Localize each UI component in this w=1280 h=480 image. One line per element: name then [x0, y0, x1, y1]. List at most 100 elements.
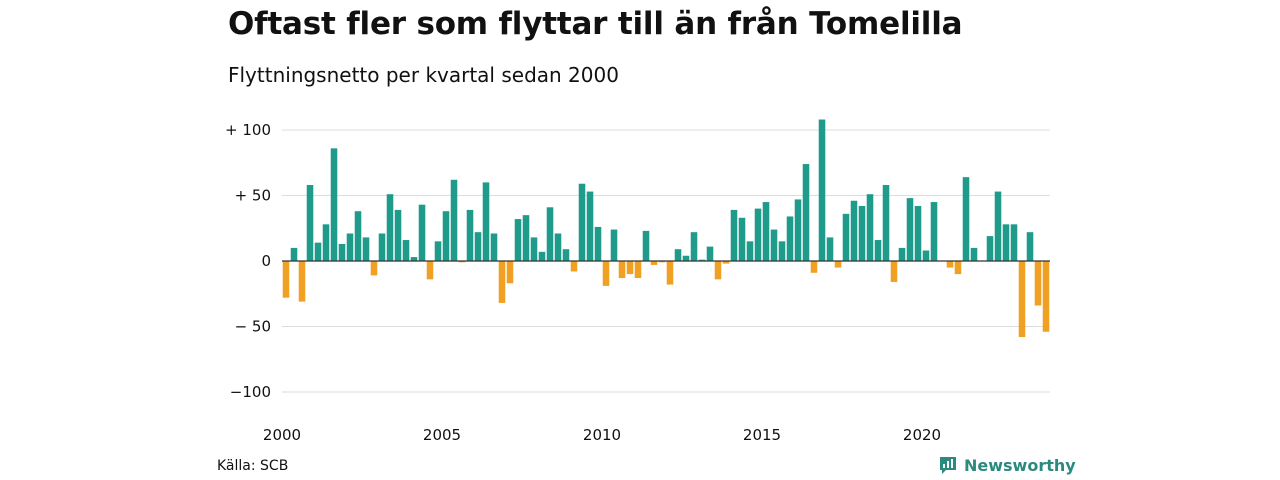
bar	[1002, 224, 1010, 261]
bar	[874, 240, 882, 261]
bar	[570, 261, 578, 272]
x-tick-label: 2005	[423, 426, 461, 444]
y-tick-label: + 100	[225, 121, 271, 139]
bar	[514, 219, 522, 261]
brand-name: Newsworthy	[964, 455, 1076, 475]
y-tick-label: − 50	[235, 318, 271, 336]
bar	[802, 164, 810, 261]
bar	[474, 232, 482, 261]
newsworthy-logo[interactable]: Newsworthy	[938, 455, 1076, 475]
bar	[690, 232, 698, 261]
bar	[442, 211, 450, 261]
bar	[866, 194, 874, 261]
chart-subtitle: Flyttningsnetto per kvartal sedan 2000	[228, 63, 619, 87]
bar	[778, 241, 786, 261]
bar	[346, 233, 354, 261]
bar	[322, 224, 330, 261]
bar	[554, 233, 562, 261]
bar	[818, 119, 826, 262]
bar	[394, 209, 402, 261]
bar	[586, 191, 594, 261]
bar	[1042, 261, 1050, 332]
bar	[466, 209, 474, 261]
gridlines	[282, 129, 1050, 393]
bar	[530, 237, 538, 261]
bar	[970, 247, 978, 261]
bar	[402, 240, 410, 261]
bar	[642, 230, 650, 261]
bar	[562, 249, 570, 261]
bar	[1010, 224, 1018, 261]
bar	[314, 242, 322, 261]
y-tick-label: 0	[261, 252, 271, 270]
bar	[986, 236, 994, 261]
bar	[954, 261, 962, 275]
x-tick-label: 2020	[903, 426, 941, 444]
bar	[946, 261, 954, 268]
bar	[930, 202, 938, 261]
bar-chart: + 100 + 50 0 − 50 −100 2000 2005 2010 2015 2020	[225, 119, 1050, 444]
bar	[626, 261, 634, 275]
bar	[338, 243, 346, 261]
axes: + 100 + 50 0 − 50 −100 2000 2005 2010 2015 2020	[225, 121, 1050, 444]
bar	[882, 185, 890, 261]
bar	[330, 148, 338, 261]
bar	[354, 211, 362, 261]
bar	[850, 200, 858, 261]
bar	[650, 261, 658, 265]
bar	[602, 261, 610, 286]
bar	[538, 251, 546, 261]
x-tick-label: 2010	[583, 426, 621, 444]
x-tick-label: 2000	[263, 426, 301, 444]
x-tick-label: 2015	[743, 426, 781, 444]
bar	[610, 229, 618, 261]
bar	[498, 261, 506, 303]
bar	[890, 261, 898, 282]
bar	[618, 261, 626, 279]
bar	[762, 202, 770, 261]
bar	[410, 257, 418, 261]
bar	[634, 261, 642, 279]
bar	[482, 182, 490, 261]
bar	[794, 199, 802, 261]
bar	[370, 261, 378, 276]
bar	[770, 229, 778, 261]
bar	[754, 208, 762, 261]
bar	[746, 241, 754, 261]
bar	[674, 249, 682, 261]
bar	[306, 185, 314, 261]
y-tick-label: −100	[230, 383, 271, 401]
bar	[578, 183, 586, 261]
bar	[810, 261, 818, 273]
bar	[490, 233, 498, 261]
bar	[922, 250, 930, 261]
bar	[458, 261, 466, 263]
bar	[722, 261, 730, 264]
bar	[666, 261, 674, 285]
bar	[706, 246, 714, 261]
bar	[1034, 261, 1042, 306]
bar	[290, 247, 298, 261]
bar	[962, 177, 970, 261]
chart-title: Oftast fler som flyttar till än från Tom…	[228, 6, 963, 42]
bar	[434, 241, 442, 261]
bar	[426, 261, 434, 280]
bar	[658, 261, 666, 263]
bar	[698, 259, 706, 261]
bar	[906, 198, 914, 261]
bar	[898, 247, 906, 261]
bar	[786, 216, 794, 261]
bar	[730, 209, 738, 261]
bar	[842, 213, 850, 261]
bar	[834, 261, 842, 268]
bar	[282, 261, 290, 298]
bar	[362, 237, 370, 261]
bar	[1026, 232, 1034, 261]
bar	[826, 237, 834, 261]
bar	[858, 205, 866, 261]
bar	[682, 255, 690, 261]
newsworthy-logo-icon	[940, 457, 956, 474]
bar	[1018, 261, 1026, 337]
bar	[714, 261, 722, 280]
bar	[914, 205, 922, 261]
